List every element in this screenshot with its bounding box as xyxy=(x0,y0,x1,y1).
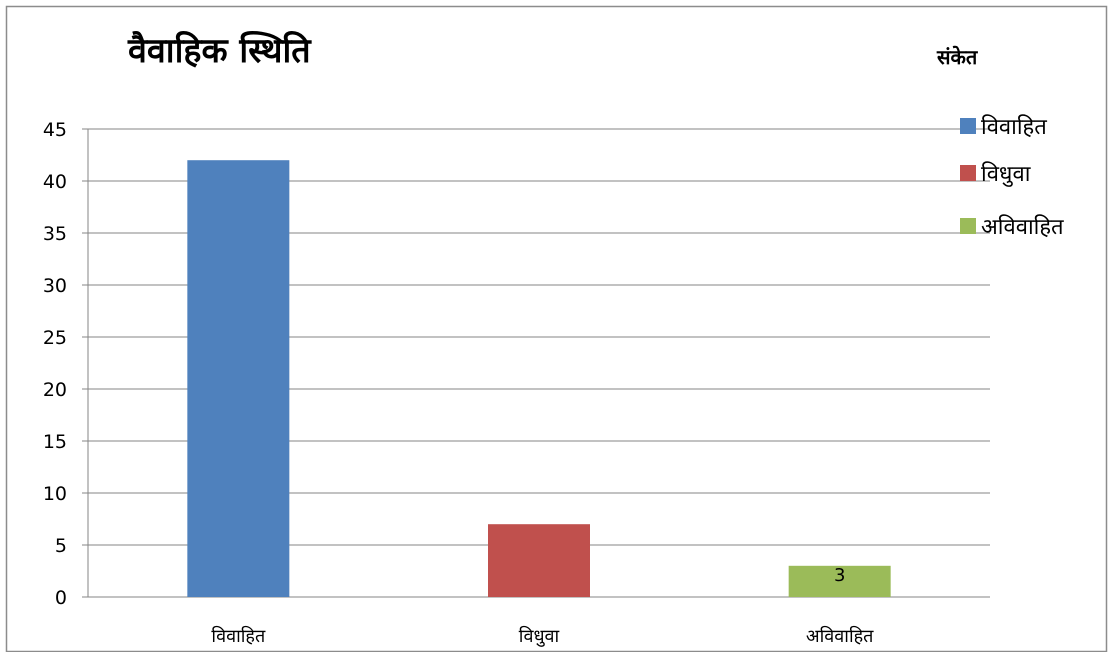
bar-1 xyxy=(187,160,290,597)
x-category-label: विधुवा xyxy=(519,625,560,647)
bar-3 xyxy=(788,565,891,597)
y-tick-label: 15 xyxy=(43,431,67,453)
y-tick-label: 30 xyxy=(43,275,67,297)
data-labels: 3 xyxy=(834,565,845,586)
chart-title: वैवाहिक स्थिति xyxy=(127,30,312,71)
legend-label: विधुवा xyxy=(981,161,1031,187)
y-tick-label: 45 xyxy=(43,119,67,141)
bar-2 xyxy=(488,524,590,597)
legend-label: विवाहित xyxy=(981,114,1047,140)
y-tick-label: 20 xyxy=(43,379,67,401)
y-tick-label: 10 xyxy=(43,483,67,505)
legend-swatch-2 xyxy=(960,165,976,181)
y-tick-label: 25 xyxy=(43,327,67,349)
legend-label: अविवाहित xyxy=(981,214,1064,240)
y-axis-ticks: 0 5 10 15 20 25 30 35 40 45 xyxy=(43,119,67,609)
legend-swatch-3 xyxy=(960,218,976,234)
x-category-label: अविवाहित xyxy=(806,625,874,647)
y-tick-label: 0 xyxy=(55,587,67,609)
legend-swatch-1 xyxy=(960,118,976,134)
bars xyxy=(187,160,891,597)
legend: विवाहित विधुवा अविवाहित xyxy=(960,114,1064,240)
y-tick-label: 35 xyxy=(43,223,67,245)
data-label: 3 xyxy=(834,565,845,586)
y-tick-label: 5 xyxy=(55,535,67,557)
legend-title: संकेत xyxy=(936,45,979,69)
x-axis-categories: विवाहित विधुवा अविवाहित xyxy=(211,625,874,647)
x-category-label: विवाहित xyxy=(211,625,266,647)
y-tick-label: 40 xyxy=(43,171,67,193)
